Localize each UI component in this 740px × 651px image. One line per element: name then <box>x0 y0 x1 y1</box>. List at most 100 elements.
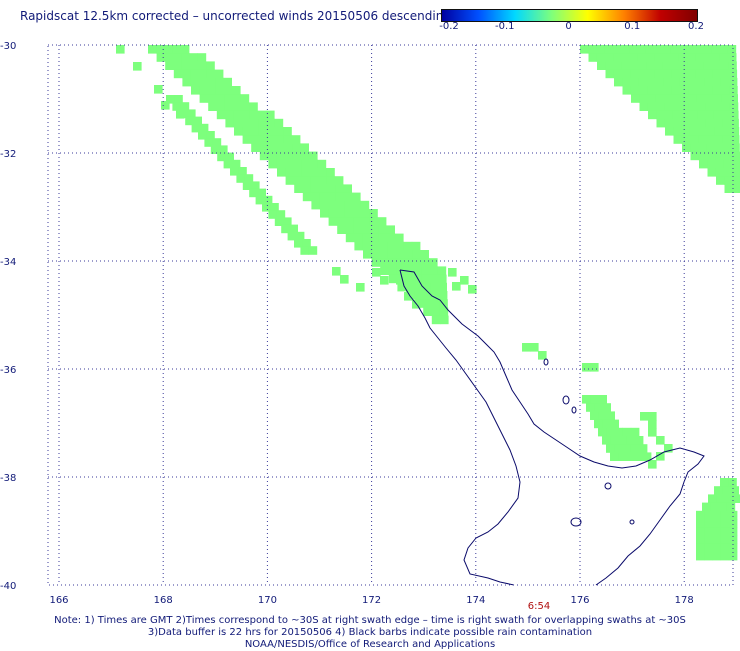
swath-cell <box>286 176 295 185</box>
swath-cell <box>275 127 284 136</box>
swath-cell <box>671 78 680 87</box>
swath-cell <box>243 135 252 144</box>
swath-cell <box>713 102 722 111</box>
swath-cell <box>242 127 251 136</box>
swath-cell <box>731 135 740 144</box>
swath-cell <box>718 503 727 512</box>
swath-cell <box>704 552 713 561</box>
swath-cell <box>703 53 712 62</box>
swath-cell <box>605 45 614 54</box>
swath-cell <box>233 111 242 120</box>
swath-cell <box>594 403 603 412</box>
swath-cell <box>690 127 699 136</box>
swath-cell <box>319 193 328 202</box>
swath-cell <box>300 246 309 255</box>
swath-cell <box>225 119 234 128</box>
swath-cell <box>363 242 372 251</box>
swath-cell <box>311 193 320 202</box>
swath-cell <box>698 119 707 128</box>
swath-cell <box>423 299 432 308</box>
swath-cell <box>724 176 733 185</box>
swath-cell <box>704 519 713 528</box>
swath-cell <box>631 86 640 95</box>
swath-cell <box>361 217 370 226</box>
longitude-label: 168 <box>154 595 173 606</box>
swath-cell <box>704 527 713 536</box>
swath-cell <box>589 53 598 62</box>
swath-cell <box>429 258 438 267</box>
swath-cell <box>354 234 363 243</box>
swath-cell <box>249 102 258 111</box>
swath-cell <box>623 428 632 437</box>
longitude-label: 178 <box>675 595 694 606</box>
swath-cell <box>706 135 715 144</box>
swath-cell <box>698 135 707 144</box>
swath-cell <box>164 45 173 54</box>
swath-cell <box>404 250 413 259</box>
swath-cell <box>719 45 728 54</box>
swath-cell <box>672 102 681 111</box>
swath-cell <box>285 168 294 177</box>
swath-cell <box>259 143 268 152</box>
swath-cell <box>630 61 639 70</box>
swath-cell <box>705 94 714 103</box>
swath-cell <box>356 283 365 292</box>
swath-cell <box>728 53 737 62</box>
swath-cell <box>689 119 698 128</box>
swath-cell <box>695 61 704 70</box>
swath-cell <box>705 102 714 111</box>
swath-cell <box>191 78 200 87</box>
swath-cell <box>335 176 344 185</box>
swath-cell <box>712 519 721 528</box>
swath-cell <box>647 94 656 103</box>
swath-cell <box>182 70 191 79</box>
swath-cell <box>200 94 209 103</box>
swath-cell <box>241 102 250 111</box>
swath-cell <box>606 411 615 420</box>
swath-cell <box>674 135 683 144</box>
swath-cell <box>432 316 441 325</box>
swath-cell <box>353 209 362 218</box>
swath-cell <box>721 511 730 520</box>
swath-cell <box>710 503 719 512</box>
swath-cell <box>724 494 733 503</box>
swath-cell <box>430 275 439 284</box>
swath-cell <box>681 111 690 120</box>
swath-cell <box>664 94 673 103</box>
swath-cell <box>302 176 311 185</box>
note-line-1: Note: 1) Times are GMT 2)Times correspon… <box>0 615 740 627</box>
swath-cell <box>343 184 352 193</box>
swath-cell <box>696 511 705 520</box>
swath-cell <box>378 217 387 226</box>
swath-cell <box>412 250 421 259</box>
swath-cell <box>191 86 200 95</box>
swath-cell <box>423 307 432 316</box>
swath-cell <box>722 119 731 128</box>
swath-cell <box>730 119 739 128</box>
swath-cell <box>388 266 397 275</box>
swath-cell <box>648 460 657 469</box>
swath-cell <box>690 143 699 152</box>
swath-cell <box>303 193 312 202</box>
swath-cell <box>208 102 217 111</box>
swath-cell <box>704 544 713 553</box>
swath-cell <box>173 61 182 70</box>
swath-cell <box>284 143 293 152</box>
swath-cell <box>293 160 302 169</box>
swath-cell <box>267 127 276 136</box>
swath-cell <box>696 535 705 544</box>
swath-cell <box>234 119 243 128</box>
swath-cell <box>731 127 740 136</box>
swath-cell <box>720 70 729 79</box>
swath-cell <box>602 403 611 412</box>
swath-cell <box>216 102 225 111</box>
swath-cell <box>352 201 361 210</box>
swath-cell <box>216 94 225 103</box>
swath-cell <box>730 111 739 120</box>
swath-cell <box>699 160 708 169</box>
swath-cell <box>689 102 698 111</box>
swath-cell <box>332 267 341 276</box>
swath-cell <box>688 94 697 103</box>
swath-cell <box>631 94 640 103</box>
swath-cell <box>613 61 622 70</box>
